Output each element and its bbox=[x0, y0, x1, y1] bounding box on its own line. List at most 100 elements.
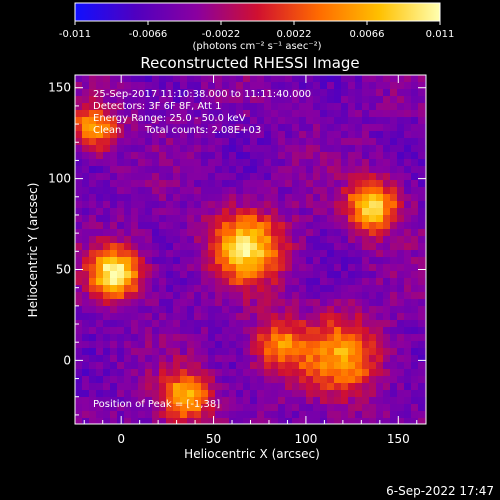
heatmap-cell bbox=[236, 327, 243, 334]
heatmap-cell bbox=[89, 173, 96, 180]
heatmap-cell bbox=[271, 173, 278, 180]
heatmap-cell bbox=[145, 369, 152, 376]
heatmap-cell bbox=[96, 82, 103, 89]
heatmap-cell bbox=[208, 138, 215, 145]
heatmap-cell bbox=[131, 201, 138, 208]
heatmap-cell bbox=[75, 103, 82, 110]
heatmap-cell bbox=[355, 166, 362, 173]
heatmap-cell bbox=[173, 159, 180, 166]
heatmap-cell bbox=[236, 341, 243, 348]
heatmap-cell bbox=[404, 96, 411, 103]
heatmap-cell bbox=[201, 264, 208, 271]
heatmap-cell bbox=[292, 89, 299, 96]
heatmap-cell bbox=[313, 355, 320, 362]
heatmap-cell bbox=[285, 348, 292, 355]
heatmap-cell bbox=[236, 110, 243, 117]
y-tick-label: 100 bbox=[48, 172, 71, 186]
heatmap-cell bbox=[411, 341, 418, 348]
heatmap-cell bbox=[173, 257, 180, 264]
heatmap-cell bbox=[383, 285, 390, 292]
heatmap-cell bbox=[313, 166, 320, 173]
heatmap-cell bbox=[96, 285, 103, 292]
heatmap-cell bbox=[397, 376, 404, 383]
heatmap-cell bbox=[250, 320, 257, 327]
heatmap-cell bbox=[362, 159, 369, 166]
heatmap-cell bbox=[229, 82, 236, 89]
heatmap-cell bbox=[348, 334, 355, 341]
heatmap-cell bbox=[313, 299, 320, 306]
heatmap-cell bbox=[313, 285, 320, 292]
heatmap-cell bbox=[201, 117, 208, 124]
heatmap-cell bbox=[383, 355, 390, 362]
heatmap-cell bbox=[383, 117, 390, 124]
heatmap-cell bbox=[96, 334, 103, 341]
heatmap-cell bbox=[250, 208, 257, 215]
heatmap-cell bbox=[348, 159, 355, 166]
heatmap-cell bbox=[369, 383, 376, 390]
heatmap-cell bbox=[404, 285, 411, 292]
heatmap-cell bbox=[292, 257, 299, 264]
heatmap-cell bbox=[348, 124, 355, 131]
heatmap-cell bbox=[103, 376, 110, 383]
heatmap-cell bbox=[397, 292, 404, 299]
heatmap-cell bbox=[222, 82, 229, 89]
heatmap-cell bbox=[327, 411, 334, 418]
heatmap-cell bbox=[117, 348, 124, 355]
heatmap-cell bbox=[208, 236, 215, 243]
heatmap-cell bbox=[201, 341, 208, 348]
heatmap-cell bbox=[117, 383, 124, 390]
heatmap-cell bbox=[194, 383, 201, 390]
heatmap-cell bbox=[320, 222, 327, 229]
heatmap-cell bbox=[145, 96, 152, 103]
heatmap-cell bbox=[110, 341, 117, 348]
heatmap-cell bbox=[180, 285, 187, 292]
heatmap-cell bbox=[138, 201, 145, 208]
heatmap-cell bbox=[222, 145, 229, 152]
heatmap-cell bbox=[313, 75, 320, 82]
heatmap-cell bbox=[131, 110, 138, 117]
heatmap-cell bbox=[117, 376, 124, 383]
heatmap-cell bbox=[229, 292, 236, 299]
heatmap-cell bbox=[341, 117, 348, 124]
heatmap-cell bbox=[194, 243, 201, 250]
heatmap-cell bbox=[96, 194, 103, 201]
heatmap-cell bbox=[75, 208, 82, 215]
heatmap-cell bbox=[334, 208, 341, 215]
heatmap-cell bbox=[348, 250, 355, 257]
heatmap-cell bbox=[313, 250, 320, 257]
heatmap-cell bbox=[138, 299, 145, 306]
heatmap-cell bbox=[75, 313, 82, 320]
heatmap-cell bbox=[306, 383, 313, 390]
heatmap-cell bbox=[208, 89, 215, 96]
heatmap-cell bbox=[173, 236, 180, 243]
heatmap-cell bbox=[243, 271, 250, 278]
heatmap-cell bbox=[145, 124, 152, 131]
heatmap-cell bbox=[376, 131, 383, 138]
heatmap-cell bbox=[306, 194, 313, 201]
heatmap-cell bbox=[166, 152, 173, 159]
heatmap-cell bbox=[257, 222, 264, 229]
heatmap-cell bbox=[299, 250, 306, 257]
heatmap-cell bbox=[341, 327, 348, 334]
heatmap-cell bbox=[376, 180, 383, 187]
heatmap-cell bbox=[390, 103, 397, 110]
heatmap-cell bbox=[341, 138, 348, 145]
heatmap-cell bbox=[187, 103, 194, 110]
heatmap-cell bbox=[222, 278, 229, 285]
heatmap-cell bbox=[131, 299, 138, 306]
heatmap-cell bbox=[89, 341, 96, 348]
heatmap-cell bbox=[124, 418, 131, 424]
heatmap-cell bbox=[75, 145, 82, 152]
heatmap-cell bbox=[222, 75, 229, 82]
heatmap-cell bbox=[110, 82, 117, 89]
heatmap-cell bbox=[103, 383, 110, 390]
heatmap-cell bbox=[194, 82, 201, 89]
heatmap-cell bbox=[96, 243, 103, 250]
heatmap-cell bbox=[145, 243, 152, 250]
heatmap-cell bbox=[383, 173, 390, 180]
heatmap-cell bbox=[383, 229, 390, 236]
heatmap-cell bbox=[257, 313, 264, 320]
heatmap-cell bbox=[159, 397, 166, 404]
heatmap-cell bbox=[327, 103, 334, 110]
heatmap-cell bbox=[376, 278, 383, 285]
